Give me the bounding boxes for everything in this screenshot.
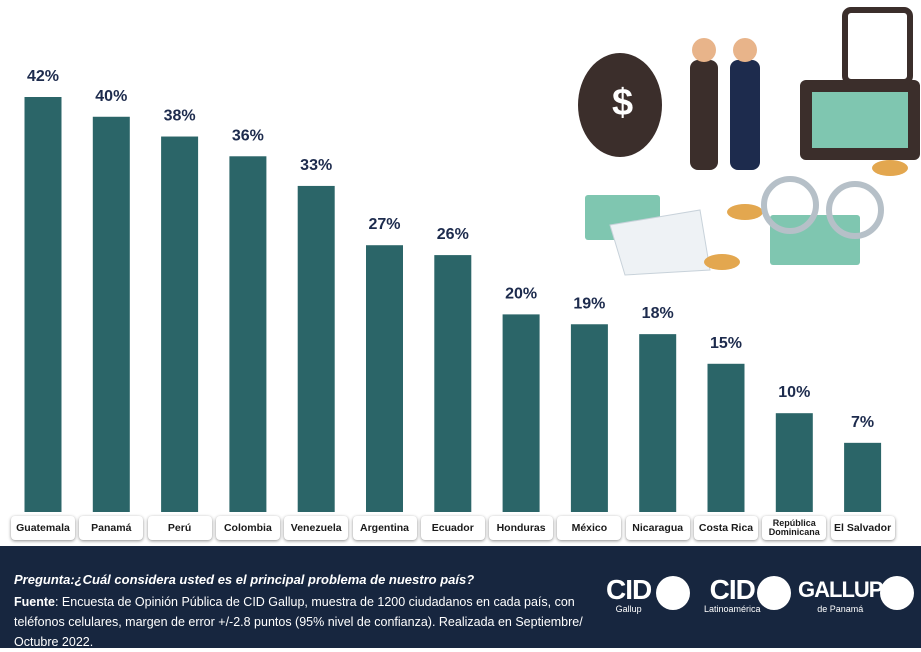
source: Fuente: Encuesta de Opinión Pública de C… (14, 592, 609, 652)
category-label: Perú (147, 516, 212, 540)
category-label: El Salvador (830, 516, 895, 540)
bar (502, 314, 540, 512)
illustration: $ (578, 7, 920, 276)
question: Pregunta:¿Cuál considera usted es el pri… (14, 572, 475, 587)
bar (366, 245, 403, 512)
category-label: Nicaragua (625, 516, 690, 540)
value-label: 15% (710, 335, 742, 352)
value-label: 36% (232, 127, 264, 144)
logo: CID Latinoamérica (704, 574, 761, 615)
bar (844, 442, 882, 512)
value-label: 10% (778, 384, 810, 401)
value-label: 42% (27, 68, 59, 85)
globe-icon (757, 576, 791, 610)
category-label: Venezuela (284, 516, 349, 540)
bar (297, 185, 335, 512)
category-label: Guatemala (11, 516, 75, 540)
category-label: Ecuador (420, 516, 485, 540)
value-label: 26% (437, 226, 469, 243)
value-label: 27% (368, 216, 400, 233)
value-label: 20% (505, 285, 537, 302)
category-label: Costa Rica (694, 516, 758, 540)
source-text: : Encuesta de Opinión Pública de CID Gal… (14, 595, 583, 649)
bar (434, 255, 472, 512)
bar (707, 363, 745, 512)
logo-name: CID (606, 574, 652, 605)
bar (775, 413, 813, 512)
logo-name: GALLUP (798, 577, 883, 602)
value-label: 19% (573, 295, 605, 312)
logo-sub: Latinoamérica (704, 604, 761, 614)
category-label: México (557, 516, 622, 540)
category-label: Honduras (489, 516, 554, 540)
value-label: 7% (851, 414, 874, 431)
logo-name: CID (709, 574, 756, 605)
bar (92, 116, 130, 512)
value-label: 33% (300, 157, 332, 174)
bar (161, 136, 199, 512)
footer: Pregunta:¿Cuál considera usted es el pri… (0, 546, 921, 649)
globe-icon (656, 576, 690, 610)
category-label: Panamá (79, 516, 144, 540)
globe-icon (880, 576, 914, 610)
logo-sub: de Panamá (817, 604, 864, 614)
logo: GALLUP de Panamá (798, 576, 883, 614)
bar (639, 334, 677, 512)
value-label: 40% (95, 88, 127, 105)
category-label: Argentina (352, 516, 417, 540)
bar (229, 156, 267, 513)
bar (570, 324, 608, 512)
logo: CID Gallup (606, 574, 652, 615)
category-label: Colombia (215, 516, 280, 540)
logo-sub: Gallup (615, 604, 642, 614)
value-label: 18% (642, 305, 674, 322)
category-label: República Dominicana (762, 516, 827, 540)
svg-text:$: $ (612, 82, 633, 124)
bar (24, 97, 62, 512)
value-label: 38% (164, 108, 196, 125)
source-label: Fuente (14, 595, 55, 609)
chart: $ 42% 40% 38% 36% 33% 27% 26% 20% 19% 18% 15% 10% 7% (24, 7, 920, 513)
